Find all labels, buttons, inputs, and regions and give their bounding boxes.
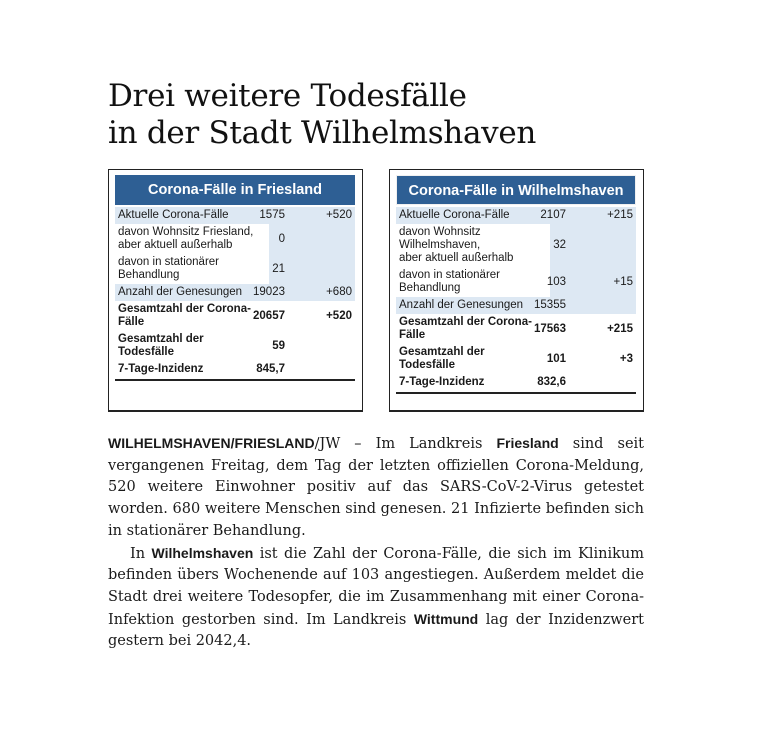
stats-row-label: 7-Tage-Inzidenz [118,363,268,376]
stats-row-label: Gesamtzahl der Corona- Fälle [118,303,268,329]
stats-row: Anzahl der Genesungen 15355 [396,297,636,314]
stats-row-label: Gesamtzahl der Todesfälle [118,333,268,359]
stats-row-value: 2107 [540,209,566,221]
value-cell-shade [269,224,355,254]
stats-row-value: 103 [546,276,566,288]
stats-row: davon in stationärer Behandlung 21 [115,254,355,284]
value-cell-shade [550,224,636,267]
stats-row-label-line: aber aktuell außerhalb [399,252,514,264]
paragraph-text: sind seit vergangenen Freitag, dem Tag d… [108,436,644,539]
wilhelmshaven-box-title: Corona-Fälle in Wilhelmshaven [396,175,636,205]
stats-row-value: 19023 [253,286,285,298]
stats-row-label: davon in stationärer Behandlung [118,256,268,282]
stats-row-change: +215 [607,209,633,221]
stats-row-label-line: Gesamtzahl der [118,333,204,345]
headline-line-2: in der Stadt Wilhelmshaven [108,115,537,151]
stats-row-label-line: Todesfälle [118,346,175,358]
article-paragraph-2: In Wilhelmshaven ist die Zahl der Corona… [108,543,644,654]
stats-row-label-line: Fälle [399,329,426,341]
stats-row: 7-Tage-Inzidenz 845,7 [115,361,355,378]
stats-row-change: +520 [326,310,352,322]
stats-row-label-line: davon in stationärer [118,256,220,268]
stats-row-change: +3 [619,353,633,365]
stats-row: 7-Tage-Inzidenz 832,6 [396,374,636,391]
stats-row-label-line: 7-Tage-Inzidenz [118,363,204,375]
author: /JW – [314,436,376,452]
stats-row: Anzahl der Genesungen 19023 +680 [115,284,355,301]
stats-row-label-line: Gesamtzahl der [399,346,485,358]
stats-row-change: +520 [326,209,352,221]
stats-row-label-line: Aktuelle Corona-Fälle [118,209,229,221]
stats-row-label-line: Aktuelle Corona-Fälle [399,209,510,221]
stats-row-change: +215 [607,323,633,335]
stats-row-label-line: 7-Tage-Inzidenz [399,376,485,388]
dateline: WILHELMSHAVEN/FRIESLAND [108,435,315,451]
stats-row: Gesamtzahl der Todesfälle 101 +3 [396,344,636,374]
stats-row-label: Anzahl der Genesungen [118,286,268,299]
stats-row: davon in stationärer Behandlung 103 +15 [396,267,636,297]
stats-row-label-line: Anzahl der Genesungen [399,299,524,311]
table-bottom-rule [115,379,355,381]
stats-row-label-line: Anzahl der Genesungen [118,286,243,298]
stats-row-value: 845,7 [256,363,285,375]
stats-row-value: 32 [553,239,566,251]
value-cell-shade [550,267,636,297]
stats-row-value: 59 [272,340,285,352]
stats-row-value: 1575 [259,209,285,221]
stats-row: davon Wohnsitz Wilhelmshaven, aber aktuell… [396,224,636,267]
stats-row: Aktuelle Corona-Fälle 2107 +215 [396,207,636,224]
stats-row-label: 7-Tage-Inzidenz [399,376,549,389]
stats-row-value: 20657 [253,310,285,322]
stats-row: Gesamtzahl der Corona- Fälle 17563 +215 [396,314,636,344]
stats-row-change: +680 [326,286,352,298]
stats-row-label-line: davon in stationärer [399,269,501,281]
stats-row-label: Gesamtzahl der Corona- Fälle [399,316,549,342]
stats-row-label: Aktuelle Corona-Fälle [399,209,549,222]
stats-row: Gesamtzahl der Corona- Fälle 20657 +520 [115,301,355,331]
paragraph-text: lag der Inzidenzwert gestern bei 2042,4. [108,611,645,650]
stats-row-value: 17563 [534,323,566,335]
stats-row-label-line: Todesfälle [399,359,456,371]
stats-row-label-line: aber aktuell außerhalb [118,239,233,251]
stats-row-value: 101 [546,353,566,365]
stats-row-change: +15 [613,276,633,288]
keyword-friesland: Friesland [496,435,559,451]
paragraph-text: Im Landkreis [375,436,497,452]
stats-row-label: Gesamtzahl der Todesfälle [399,346,549,372]
stats-row-label-line: Gesamtzahl der Corona- [399,316,532,328]
stats-row: davon Wohnsitz Friesland, aber aktuell au… [115,224,355,254]
stats-row-label: Aktuelle Corona-Fälle [118,209,268,222]
keyword-wittmund: Wittmund [413,610,479,627]
friesland-box-title: Corona-Fälle in Friesland [115,175,355,205]
stats-row-label-line: Behandlung [118,269,180,281]
stats-row-label-line: Fälle [118,316,145,328]
table-bottom-rule [396,392,636,394]
stats-row-label-line: Wilhelmshaven, [399,239,481,251]
paragraph-text: ist die Zahl der Corona-Fälle, die sich … [108,545,644,628]
stats-row-label: davon Wohnsitz Wilhelmshaven, aber aktuell… [399,226,549,265]
stats-row-label-line: Behandlung [399,282,461,294]
stats-row-value: 0 [278,233,285,245]
stats-row-label: Anzahl der Genesungen [399,299,549,312]
article-body: WILHELMSHAVEN/FRIESLAND/JW – Im Landkrei… [108,433,644,653]
stats-row: Aktuelle Corona-Fälle 1575 +520 [115,207,355,224]
paragraph-text: In [130,545,152,562]
stats-row-label-line: davon Wohnsitz [399,226,481,238]
stats-row-value: 21 [272,263,285,275]
stats-row-label-line: davon Wohnsitz Friesland, [118,226,254,238]
stats-row-value: 832,6 [537,376,566,388]
stats-row-label: davon in stationärer Behandlung [399,269,549,295]
stats-row-value: 15355 [534,299,566,311]
stats-row-label: davon Wohnsitz Friesland, aber aktuell au… [118,226,268,252]
value-cell-shade [269,254,355,284]
keyword-wilhelmshaven: Wilhelmshaven [151,544,254,561]
friesland-stats-box: Corona-Fälle in Friesland Aktuelle Coron… [108,169,363,412]
stats-row-label-line: Gesamtzahl der Corona- [118,303,251,315]
wilhelmshaven-stats-box: Corona-Fälle in Wilhelmshaven Aktuelle C… [389,169,644,412]
headline-line-1: Drei weitere Todesfälle [108,78,467,114]
article-paragraph-1: WILHELMSHAVEN/FRIESLAND/JW – Im Landkrei… [108,433,644,543]
stats-row: Gesamtzahl der Todesfälle 59 [115,331,355,361]
headline: Drei weitere Todesfälle in der Stadt Wil… [108,78,536,152]
